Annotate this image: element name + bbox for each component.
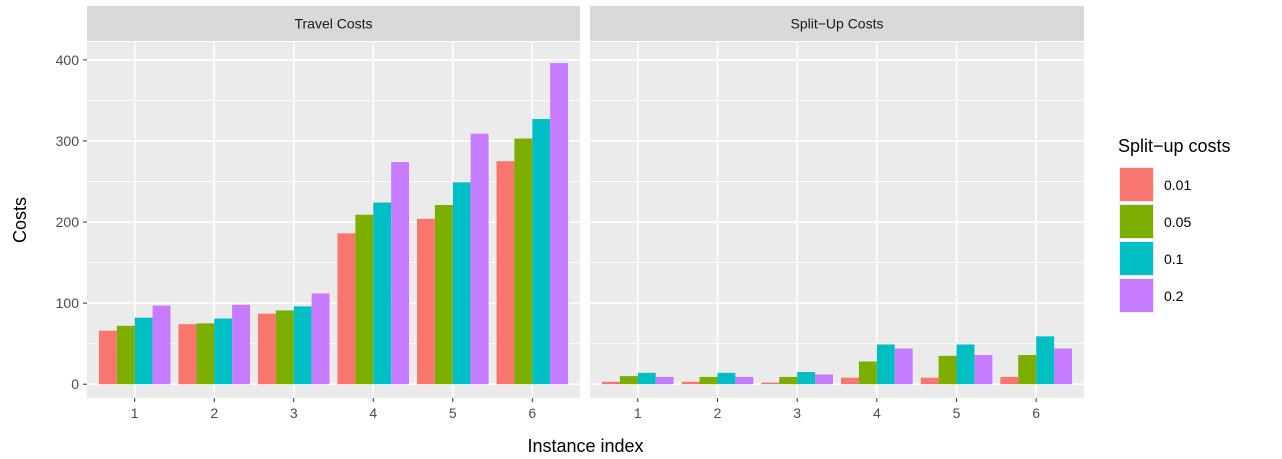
bar <box>681 381 700 385</box>
bar <box>1054 348 1073 385</box>
bar <box>514 138 533 385</box>
bar <box>815 374 834 385</box>
bar <box>434 204 453 385</box>
bar <box>1018 355 1037 385</box>
x-tick-label: 3 <box>290 405 298 421</box>
bar <box>920 377 939 385</box>
bar <box>876 344 895 385</box>
bar <box>116 325 135 385</box>
x-tick-label: 5 <box>953 405 961 421</box>
bar <box>257 313 276 385</box>
bar <box>355 214 374 385</box>
x-tick-label: 1 <box>131 405 139 421</box>
y-tick-label: 100 <box>56 295 80 311</box>
x-tick-label: 2 <box>714 405 722 421</box>
bar <box>293 306 312 385</box>
bar <box>858 361 877 385</box>
legend-label: 0.1 <box>1164 251 1184 267</box>
bar <box>550 63 569 385</box>
bar <box>152 305 171 385</box>
bar <box>619 376 638 385</box>
bar <box>637 372 656 385</box>
x-tick-label: 1 <box>634 405 642 421</box>
y-tick-label: 400 <box>56 52 80 68</box>
bar <box>496 161 515 385</box>
bar <box>761 382 780 385</box>
bar <box>797 372 816 385</box>
y-tick-label: 200 <box>56 214 80 230</box>
bar <box>470 133 489 385</box>
legend-label: 0.05 <box>1164 214 1191 230</box>
legend-swatch <box>1120 168 1153 201</box>
bar <box>1000 376 1019 385</box>
bar <box>840 377 859 385</box>
x-tick-label: 2 <box>210 405 218 421</box>
bar <box>134 317 153 385</box>
y-tick-label: 300 <box>56 133 80 149</box>
bar <box>373 202 392 385</box>
x-tick-label: 3 <box>793 405 801 421</box>
facet-strip <box>590 6 1084 41</box>
legend-swatch <box>1120 279 1153 312</box>
bar <box>938 355 957 385</box>
legend-title: Split−up costs <box>1118 136 1231 156</box>
bar <box>699 376 718 385</box>
x-tick-label: 4 <box>873 405 881 421</box>
bar <box>275 310 294 385</box>
bar <box>311 293 330 385</box>
bar <box>717 372 736 385</box>
x-tick-label: 5 <box>449 405 457 421</box>
bar <box>1036 336 1055 385</box>
bar <box>956 344 975 385</box>
y-axis-title: Costs <box>10 197 30 243</box>
legend-label: 0.2 <box>1164 288 1184 304</box>
bar <box>214 318 233 385</box>
x-tick-label: 6 <box>528 405 536 421</box>
y-tick-label: 0 <box>71 376 79 392</box>
bar <box>974 355 993 385</box>
bar <box>655 376 674 385</box>
x-axis-title: Instance index <box>527 436 643 456</box>
bar <box>894 348 913 385</box>
bar <box>735 376 754 385</box>
bar <box>337 233 356 385</box>
bar <box>601 381 620 385</box>
bar <box>779 376 798 385</box>
legend-label: 0.01 <box>1164 177 1191 193</box>
bar <box>98 330 117 385</box>
bar <box>232 304 251 385</box>
facet-strip <box>87 6 580 41</box>
x-tick-label: 4 <box>369 405 377 421</box>
bar <box>532 119 551 385</box>
legend-swatch <box>1120 205 1153 238</box>
bar <box>178 324 197 385</box>
panel-background <box>590 42 1084 398</box>
bar <box>196 323 215 385</box>
bar <box>391 162 410 385</box>
legend-swatch <box>1120 242 1153 275</box>
facet-title: Split−Up Costs <box>791 16 884 32</box>
x-tick-label: 6 <box>1032 405 1040 421</box>
bar <box>452 182 471 385</box>
facet-title: Travel Costs <box>294 16 372 32</box>
bar <box>416 218 435 385</box>
